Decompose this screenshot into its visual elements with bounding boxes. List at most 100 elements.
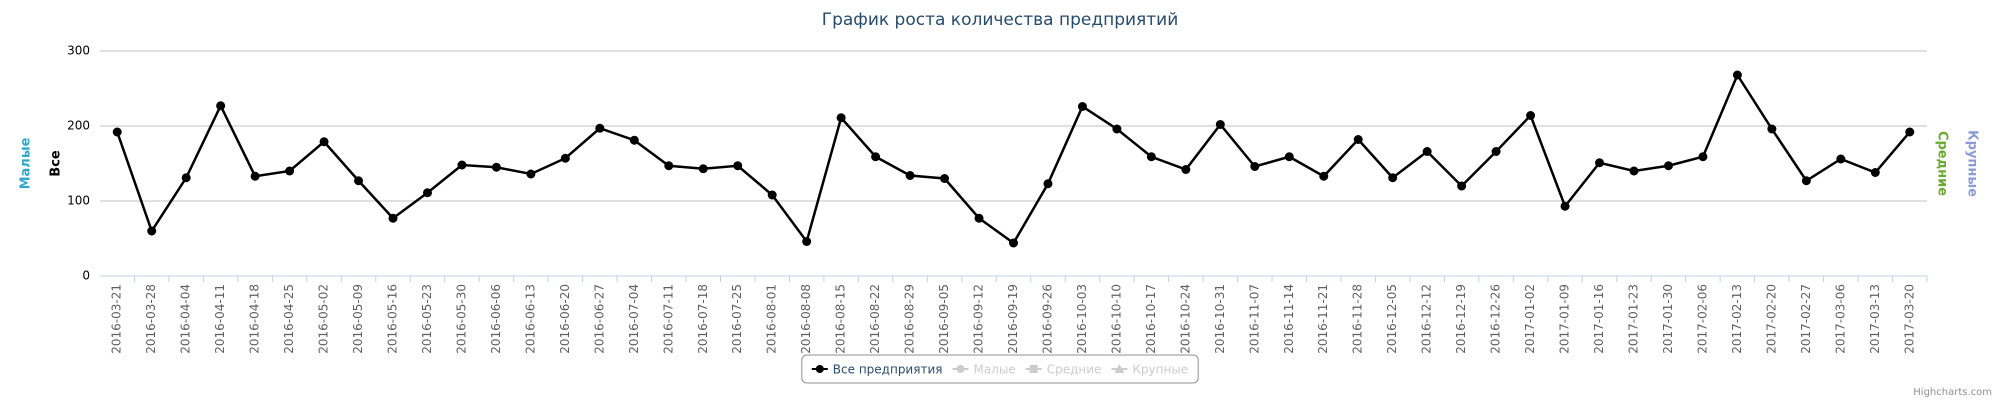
point [354, 176, 364, 186]
x-tick-label: 2016-03-21 [110, 284, 124, 354]
x-tick-label: 2016-12-26 [1489, 284, 1503, 354]
x-tick-label: 2016-12-19 [1454, 284, 1468, 354]
point [1560, 201, 1570, 211]
point [1595, 158, 1605, 168]
x-tick-label: 2016-10-17 [1144, 284, 1158, 354]
point [802, 237, 812, 246]
point [1215, 120, 1225, 129]
legend-label: Все предприятия [833, 363, 943, 377]
legend-box [801, 354, 1199, 384]
axis-title: Все [49, 150, 64, 177]
chart-title: График роста количества предприятий [822, 10, 1179, 30]
x-tick-label: 2016-06-20 [558, 284, 572, 354]
point [664, 161, 674, 171]
legend-item[interactable]: Малые [952, 363, 1016, 377]
x-tick-label: 2017-01-09 [1558, 284, 1572, 354]
x-tick-label: 2016-11-14 [1282, 284, 1296, 354]
y-tick-label: 100 [67, 194, 90, 208]
x-tick-label: 2016-10-24 [1178, 284, 1192, 354]
point [629, 135, 639, 145]
legend-item[interactable]: Все предприятия [811, 363, 943, 377]
x-tick-label: 2016-05-23 [420, 284, 434, 354]
point [1629, 166, 1639, 176]
x-tick-label: 2017-01-16 [1592, 284, 1606, 354]
point [905, 171, 915, 180]
x-tick-label: 2016-12-05 [1385, 284, 1399, 354]
x-tick-label: 2016-05-30 [454, 284, 468, 354]
x-tick-label: 2016-10-10 [1109, 284, 1123, 354]
point [250, 171, 260, 181]
point [698, 164, 708, 174]
x-tick-label: 2016-08-01 [765, 284, 779, 354]
x-tick-label: 2016-04-04 [179, 284, 193, 354]
point [216, 101, 226, 111]
x-tick-label: 2016-09-12 [972, 284, 986, 354]
point [1905, 127, 1915, 137]
legend: Все предприятия Малые Средние Крупные [801, 354, 1199, 384]
legend-symbol [956, 365, 965, 373]
point [1663, 161, 1673, 171]
legend-item[interactable]: Средние [1025, 363, 1102, 377]
legend-label: Малые [973, 363, 1015, 377]
x-tick-label: 2017-02-27 [1799, 284, 1813, 354]
point [112, 127, 122, 137]
x-tick-label: 2017-03-20 [1902, 284, 1916, 354]
x-tick-label: 2017-01-23 [1626, 284, 1640, 354]
x-tick-label: 2016-05-16 [386, 284, 400, 354]
x-tick-label: 2016-04-18 [248, 284, 262, 354]
x-tick-label: 2016-08-29 [903, 284, 917, 354]
point [457, 160, 467, 170]
point [1043, 179, 1053, 189]
point [1422, 147, 1432, 156]
point [974, 213, 984, 223]
point [1491, 147, 1501, 156]
x-tick-label: 2017-03-06 [1833, 284, 1847, 354]
point [1698, 152, 1708, 162]
point [560, 153, 570, 163]
x-tick-label: 2017-02-13 [1730, 284, 1744, 354]
x-tick-label: 2016-09-19 [1006, 284, 1020, 354]
point [1319, 171, 1329, 181]
x-tick-label: 2016-11-21 [1316, 284, 1330, 354]
x-tick-label: 2016-06-13 [523, 284, 537, 354]
legend-label: Средние [1047, 363, 1102, 377]
x-tick-label: 2016-06-27 [592, 284, 606, 354]
x-tick-label: 2016-04-25 [282, 284, 296, 354]
point [1077, 102, 1087, 111]
x-tick-label: 2017-03-13 [1868, 284, 1882, 354]
point [285, 166, 295, 176]
x-tick-label: 2016-06-06 [489, 284, 503, 354]
x-tick-label: 2017-01-30 [1661, 284, 1675, 354]
point [1767, 124, 1777, 134]
legend-item[interactable]: Крупные [1111, 363, 1188, 377]
point [1353, 135, 1363, 144]
point [871, 152, 881, 162]
axis-title: Малые [19, 137, 34, 189]
y-tick-label: 0 [82, 269, 90, 283]
x-tick-label: 2016-12-12 [1420, 284, 1434, 354]
point [1009, 238, 1018, 248]
legend-symbol [1114, 364, 1125, 373]
point [595, 123, 605, 133]
legend-symbol [815, 365, 824, 373]
x-tick-label: 2016-10-03 [1075, 284, 1089, 354]
x-tick-label: 2016-05-09 [351, 284, 365, 354]
x-tick-label: 2016-04-11 [213, 284, 227, 354]
x-tick-label: 2016-08-15 [834, 284, 848, 354]
point [526, 169, 536, 179]
legend-symbol [1029, 365, 1038, 373]
axis-title: Средние [1935, 131, 1950, 196]
x-tick-label: 2017-02-06 [1695, 284, 1709, 354]
point [319, 137, 329, 147]
point [422, 188, 432, 198]
x-tick-label: 2016-03-28 [144, 284, 158, 354]
x-tick-label: 2016-07-25 [730, 284, 744, 354]
x-tick-label: 2016-11-07 [1247, 284, 1261, 354]
x-tick-label: 2016-11-28 [1351, 284, 1365, 354]
axis-title: Крупные [1965, 130, 1980, 197]
point [1284, 152, 1294, 162]
point [940, 174, 950, 183]
point [767, 190, 777, 200]
point [1250, 162, 1260, 171]
